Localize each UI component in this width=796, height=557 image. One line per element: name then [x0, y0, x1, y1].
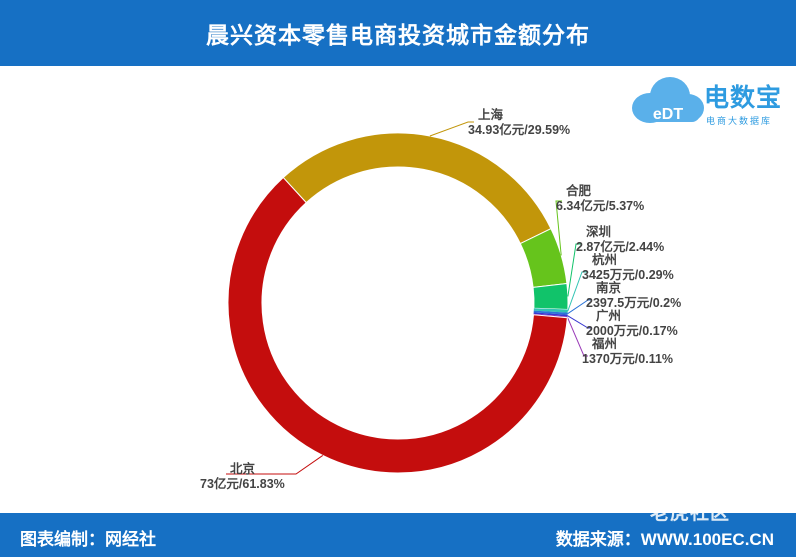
header-bar: 晨兴资本零售电商投资城市金额分布 — [0, 0, 796, 66]
slice-上海 — [282, 132, 552, 245]
logo: eDT 电数宝 电商大数据库 — [628, 70, 790, 132]
data-label-name: 福州 — [591, 336, 617, 351]
footer-source: 数据来源：WWW.100EC.CN — [555, 530, 774, 549]
leader-line-广州 — [567, 315, 592, 329]
leader-line-杭州 — [567, 271, 588, 312]
data-label-value: 1370万元/0.11% — [582, 352, 673, 366]
chart-area: 上海 34.93亿元/29.59% 合肥 6.34亿元/5.37% 深圳 2.87亿元/2… — [0, 66, 796, 513]
data-label-value: 6.34亿元/5.37% — [556, 198, 644, 213]
logo-subtitle: 电商大数据库 — [706, 116, 773, 126]
logo-brand: 电数宝 — [704, 84, 783, 112]
data-label-value: 34.93亿元/29.59% — [468, 122, 570, 137]
data-label-name: 广州 — [596, 308, 621, 323]
leader-line-南京 — [567, 299, 592, 315]
data-label-name: 上海 — [478, 107, 504, 122]
data-label-value: 73亿元/61.83% — [200, 476, 285, 491]
data-label-name: 合肥 — [566, 183, 592, 198]
data-label-name: 北京 — [230, 461, 256, 476]
footer-bar: 图表编制：网经社 数据来源：WWW.100EC.CN — [0, 513, 796, 557]
leader-line-北京 — [226, 455, 324, 475]
slice-深圳 — [532, 282, 569, 311]
leader-line-合肥 — [555, 200, 562, 256]
data-label-value: 2397.5万元/0.2% — [586, 296, 681, 310]
cloud-logo-icon: eDT — [632, 77, 704, 123]
data-label-value: 2000万元/0.17% — [586, 324, 678, 338]
chart-title: 晨兴资本零售电商投资城市金额分布 — [206, 22, 590, 48]
leader-line-福州 — [566, 316, 588, 357]
data-label-value: 2.87亿元/2.44% — [576, 239, 664, 254]
slice-广州 — [533, 312, 568, 317]
data-label-name: 南京 — [596, 280, 622, 295]
leader-line-深圳 — [567, 243, 582, 297]
watermark: 老虎社区 — [650, 503, 731, 524]
logo-mark: eDT — [653, 106, 683, 123]
slice-北京 — [227, 176, 568, 474]
footer-credit: 图表编制：网经社 — [20, 530, 156, 549]
data-label-name: 杭州 — [592, 252, 617, 267]
data-label-value: 3425万元/0.29% — [582, 268, 674, 282]
slice-南京 — [533, 310, 568, 315]
leader-line-上海 — [429, 121, 474, 137]
slice-杭州 — [533, 308, 568, 313]
data-label-name: 深圳 — [586, 224, 611, 239]
